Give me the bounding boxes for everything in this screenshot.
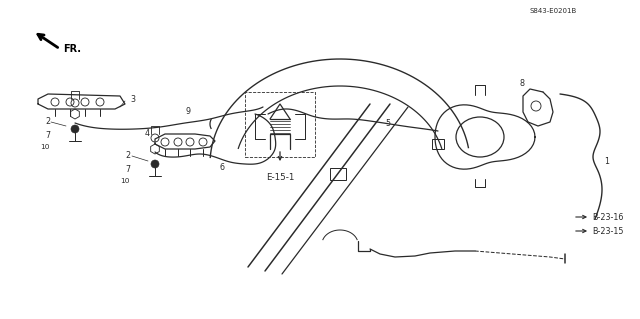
Text: 9: 9 xyxy=(185,108,190,116)
Bar xyxy=(330,168,346,180)
Bar xyxy=(245,92,315,157)
Text: FR.: FR. xyxy=(63,44,81,54)
Text: B-23-16: B-23-16 xyxy=(592,212,623,221)
Text: 7: 7 xyxy=(125,165,130,174)
Text: 7: 7 xyxy=(45,130,50,139)
Text: 2: 2 xyxy=(125,152,130,160)
Text: 4: 4 xyxy=(145,130,150,138)
Text: 10: 10 xyxy=(40,144,50,150)
Text: B-23-15: B-23-15 xyxy=(592,226,623,235)
Text: 5: 5 xyxy=(385,120,390,129)
Text: 1: 1 xyxy=(604,157,609,166)
Circle shape xyxy=(151,160,159,168)
Text: 8: 8 xyxy=(520,79,525,88)
Circle shape xyxy=(71,125,79,133)
Text: 2: 2 xyxy=(45,117,50,127)
Text: 3: 3 xyxy=(130,94,135,103)
Text: S843-E0201B: S843-E0201B xyxy=(530,8,577,14)
Text: E-15-1: E-15-1 xyxy=(266,173,294,182)
Bar xyxy=(432,139,444,149)
Text: 10: 10 xyxy=(120,178,130,184)
Text: 6: 6 xyxy=(220,162,225,172)
